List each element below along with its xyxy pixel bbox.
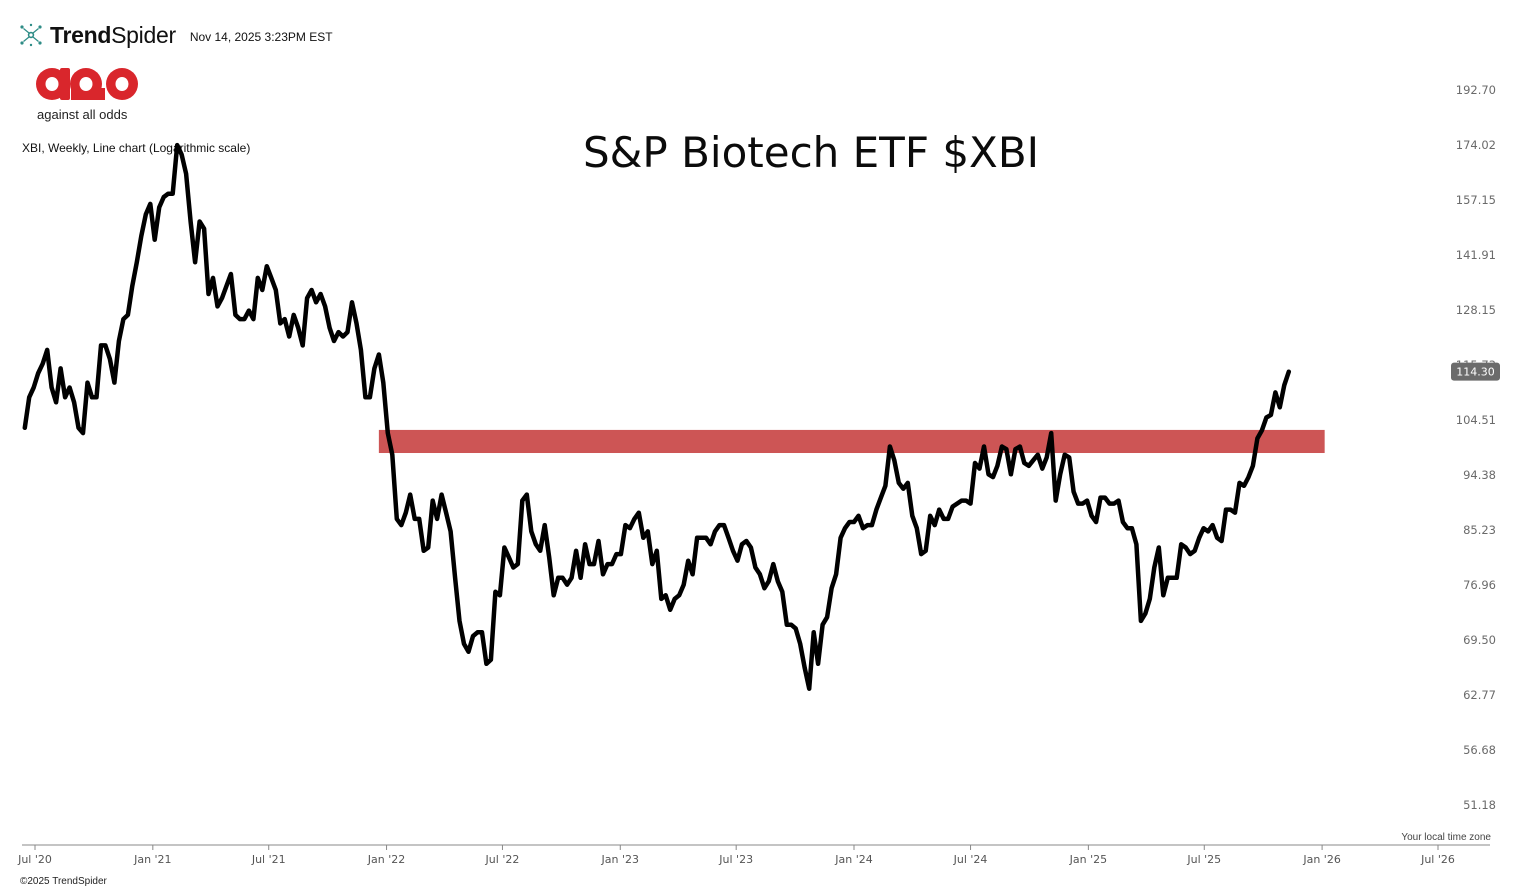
y-tick-label: 76.96 bbox=[1463, 578, 1496, 592]
y-tick-label: 62.77 bbox=[1463, 688, 1496, 702]
copyright: ©2025 TrendSpider bbox=[20, 876, 107, 887]
last-price-badge: 114.30 bbox=[1451, 362, 1500, 381]
resistance-zone-layer bbox=[378, 429, 1325, 454]
y-tick-label: 94.38 bbox=[1463, 468, 1496, 482]
x-tick-label: Jul '26 bbox=[1420, 853, 1455, 866]
y-tick-label: 56.68 bbox=[1463, 743, 1496, 757]
x-tick-label: Jul '22 bbox=[485, 853, 520, 866]
x-tick-label: Jul '20 bbox=[17, 853, 52, 866]
y-axis: 192.70174.02157.15141.91128.15115.73104.… bbox=[1456, 83, 1496, 812]
x-tick-label: Jul '23 bbox=[718, 853, 753, 866]
price-line-layer bbox=[22, 142, 1292, 691]
last-price-badge-bg bbox=[1451, 362, 1500, 381]
x-tick-label: Jan '24 bbox=[834, 853, 872, 866]
y-tick-label: 85.23 bbox=[1463, 523, 1496, 537]
x-tick-label: Jan '26 bbox=[1302, 853, 1340, 866]
aao-tagline: against all odds bbox=[37, 107, 128, 122]
brand-name: TrendSpider bbox=[50, 21, 176, 48]
chart-timestamp: Nov 14, 2025 3:23PM EST bbox=[189, 29, 333, 44]
y-tick-label: 51.18 bbox=[1463, 798, 1496, 812]
y-tick-label: 192.70 bbox=[1456, 83, 1496, 97]
y-tick-label: 157.15 bbox=[1456, 193, 1496, 207]
price-series-line bbox=[22, 142, 1292, 691]
y-tick-label: 69.50 bbox=[1463, 633, 1496, 647]
x-tick-label: Jan '21 bbox=[133, 853, 171, 866]
chart-title: S&P Biotech ETF $XBI bbox=[583, 128, 1040, 177]
trendspider-logo-icon bbox=[20, 23, 42, 47]
timezone-note[interactable]: Your local time zone bbox=[1401, 832, 1491, 843]
y-tick-label: 141.91 bbox=[1456, 248, 1496, 262]
x-axis: Jul '20 Jan '21 Jul '21 Jan '22 Jul '22 Jan '… bbox=[17, 844, 1490, 866]
x-tick-label: Jul '21 bbox=[251, 853, 286, 866]
x-tick-label: Jan '25 bbox=[1069, 853, 1107, 866]
x-tick-label: Jul '24 bbox=[953, 853, 988, 866]
resistance-zone bbox=[378, 429, 1325, 454]
y-tick-label: 128.15 bbox=[1456, 303, 1496, 317]
trendspider-header: TrendSpider Nov 14, 2025 3:23PM EST bbox=[18, 20, 333, 50]
chart-description: XBI, Weekly, Line chart (Logarithmic sca… bbox=[22, 141, 251, 155]
x-tick-label: Jan '23 bbox=[601, 853, 639, 866]
x-tick-label: Jan '22 bbox=[367, 853, 405, 866]
x-tick-label: Jul '25 bbox=[1186, 853, 1221, 866]
last-price-label: 114.30 bbox=[1456, 366, 1495, 379]
y-tick-label: 174.02 bbox=[1456, 138, 1496, 152]
y-tick-label: 104.51 bbox=[1456, 413, 1496, 427]
aao-logo bbox=[36, 68, 138, 100]
